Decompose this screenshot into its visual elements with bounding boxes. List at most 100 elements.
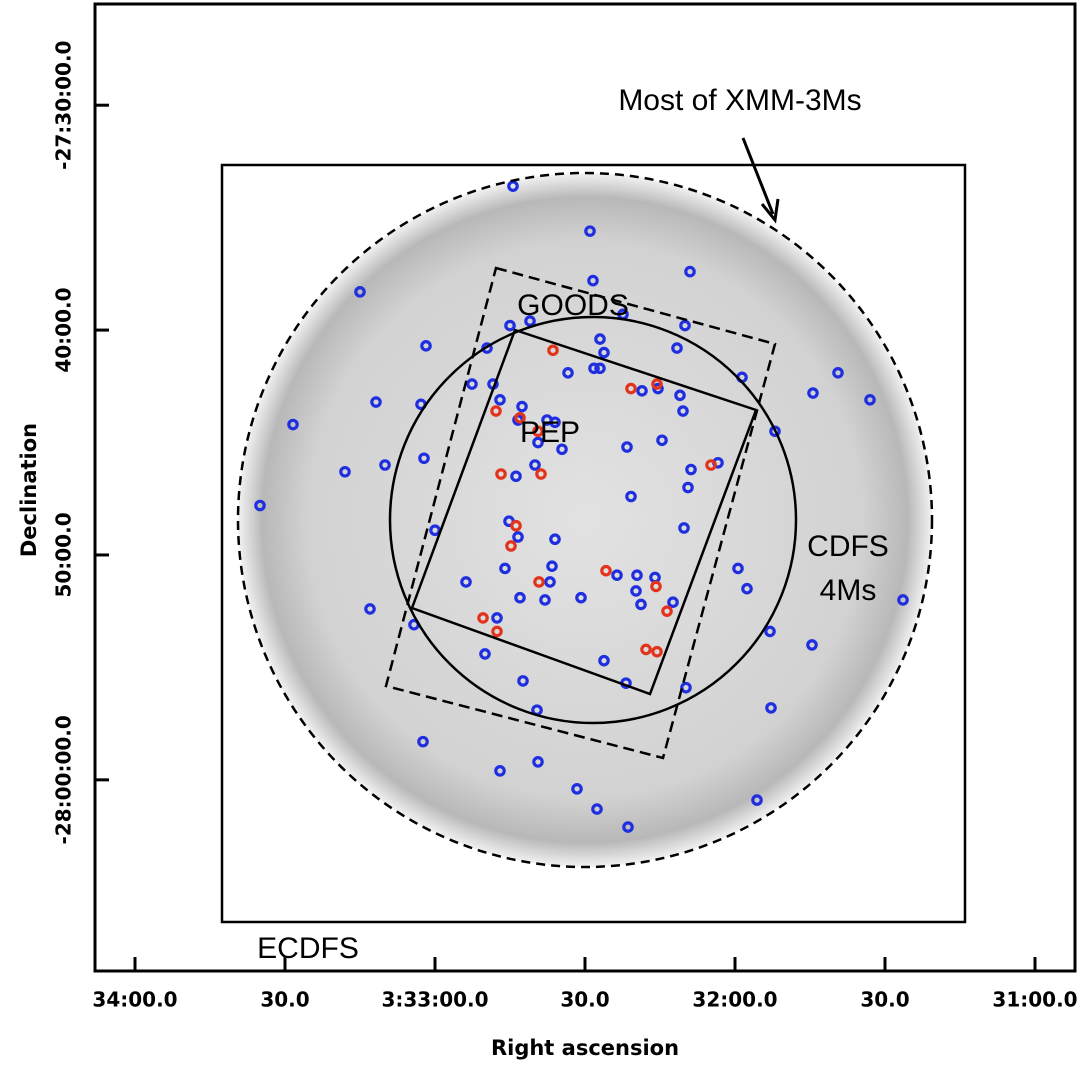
pep-region: [410, 328, 758, 696]
source-point: [466, 378, 478, 390]
source-point: [636, 384, 648, 397]
source-point: [677, 405, 689, 417]
source-point: [535, 468, 547, 480]
annotation: GOODS: [517, 289, 629, 322]
source-point: [287, 418, 299, 431]
source-point: [532, 436, 544, 449]
source-point: [685, 463, 697, 476]
x-tick-label: 3:33:00.0: [381, 988, 488, 1012]
source-point: [741, 582, 753, 595]
x-tick-label: 30.0: [560, 988, 609, 1012]
source-point: [491, 612, 503, 624]
y-axis-label: Declination: [17, 423, 41, 557]
annotation: 4Ms: [820, 574, 877, 607]
source-point: [479, 648, 491, 660]
source-point: [751, 794, 763, 806]
source-point: [429, 524, 441, 537]
x-tick-label: 32:00.0: [692, 988, 777, 1012]
x-tick-label: 30.0: [860, 988, 909, 1012]
source-point: [684, 265, 696, 278]
arrow-shaft: [741, 137, 775, 215]
xmm-region: [236, 171, 934, 869]
source-point: [631, 569, 643, 582]
x-tick-label: 31:00.0: [992, 988, 1077, 1012]
source-point: [682, 481, 694, 494]
source-point: [517, 675, 529, 687]
source-point: [651, 645, 663, 658]
source-point: [765, 702, 777, 714]
source-point: [732, 562, 744, 575]
ecdfs-region: [220, 163, 967, 924]
x-axis-label: Right ascension: [491, 1036, 679, 1060]
y-tick-label: 40:00.0: [52, 287, 76, 372]
source-point: [807, 387, 819, 399]
source-point: [584, 225, 596, 237]
goods-region: [384, 266, 777, 760]
plot-area: [254, 180, 909, 833]
source-point: [679, 319, 691, 332]
xmm-image: [238, 173, 932, 867]
source-point: [667, 596, 679, 608]
source-point: [549, 533, 561, 546]
source-point: [510, 470, 522, 483]
source-point: [490, 405, 502, 417]
source-point: [587, 274, 599, 287]
source-point: [625, 490, 637, 503]
x-tick-label: 30.0: [260, 988, 309, 1012]
source-point: [562, 367, 574, 379]
source-point: [598, 346, 610, 359]
source-point: [516, 400, 528, 413]
source-point: [621, 441, 633, 453]
source-point: [254, 499, 266, 512]
source-point: [640, 643, 652, 656]
source-point: [491, 625, 503, 638]
source-point: [417, 735, 429, 748]
source-point: [529, 459, 541, 471]
source-point: [494, 765, 506, 777]
source-point: [594, 333, 606, 345]
source-point: [544, 576, 556, 588]
x-tick-label: 34:00.0: [92, 988, 177, 1012]
source-point: [832, 367, 844, 379]
source-point: [897, 594, 909, 606]
source-point: [460, 576, 472, 588]
source-point: [507, 180, 519, 192]
source-point: [678, 522, 690, 534]
source-point: [625, 382, 637, 395]
source-point: [354, 286, 366, 298]
source-point: [806, 639, 818, 651]
source-point: [532, 756, 544, 768]
y-tick-label: 50:00.0: [52, 512, 76, 597]
y-tick-label: -27:30:00.0: [52, 41, 76, 170]
source-point: [549, 416, 561, 429]
source-point: [539, 594, 551, 606]
source-point: [418, 452, 430, 465]
source-point: [533, 576, 545, 588]
source-point: [651, 378, 663, 390]
source-point: [420, 340, 432, 352]
source-point: [671, 342, 683, 354]
source-point: [512, 531, 524, 543]
source-point: [571, 783, 583, 795]
source-point: [510, 519, 522, 532]
source-point: [630, 585, 642, 597]
source-point: [575, 591, 587, 604]
source-point: [546, 560, 558, 573]
arrow-head: [760, 198, 780, 224]
source-point: [591, 803, 603, 815]
source-point: [514, 411, 526, 424]
source-point: [764, 625, 776, 638]
source-point: [499, 562, 511, 575]
annotation: PEP: [520, 416, 580, 449]
y-tick-label: -28:00:00.0: [52, 715, 76, 844]
source-point: [656, 434, 668, 447]
source-point: [505, 540, 517, 552]
source-point: [661, 605, 673, 617]
source-point: [864, 393, 876, 406]
source-point: [504, 319, 516, 332]
source-point: [532, 425, 544, 438]
source-point: [339, 465, 351, 478]
source-point: [556, 443, 568, 456]
source-point: [495, 468, 507, 480]
